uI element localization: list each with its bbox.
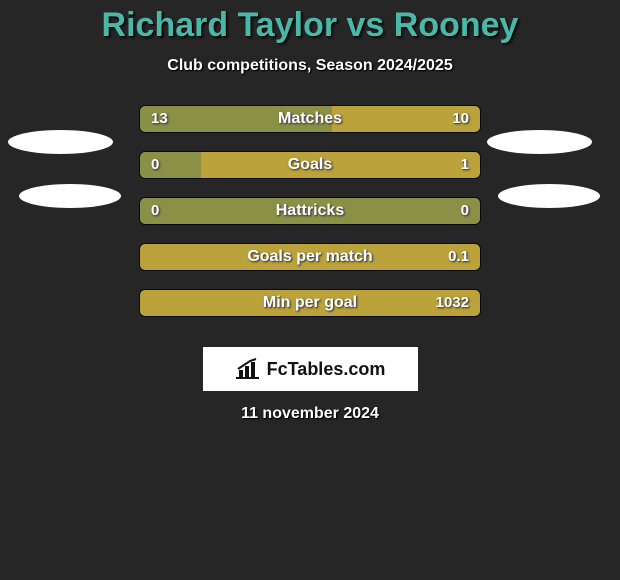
stat-row: 1310Matches — [139, 105, 481, 133]
decorative-ellipse — [8, 130, 113, 154]
brand-text: FcTables.com — [267, 359, 386, 380]
decorative-ellipse — [487, 130, 592, 154]
stat-row: 0.1Goals per match — [139, 243, 481, 271]
bar-label: Min per goal — [139, 289, 481, 317]
stat-row: 01Goals — [139, 151, 481, 179]
stat-row: 1032Min per goal — [139, 289, 481, 317]
stat-row: 00Hattricks — [139, 197, 481, 225]
comparison-infographic: Richard Taylor vs Rooney Club competitio… — [0, 6, 620, 580]
brand-box: FcTables.com — [203, 347, 418, 391]
page-subtitle: Club competitions, Season 2024/2025 — [0, 57, 620, 75]
decorative-ellipse — [19, 184, 121, 208]
bar-label: Hattricks — [139, 197, 481, 225]
decorative-ellipse — [498, 184, 600, 208]
brand-chart-icon — [235, 358, 263, 380]
date-text: 11 november 2024 — [0, 405, 620, 423]
bar-label: Goals per match — [139, 243, 481, 271]
page-title: Richard Taylor vs Rooney — [0, 6, 620, 45]
bar-label: Matches — [139, 105, 481, 133]
bar-label: Goals — [139, 151, 481, 179]
